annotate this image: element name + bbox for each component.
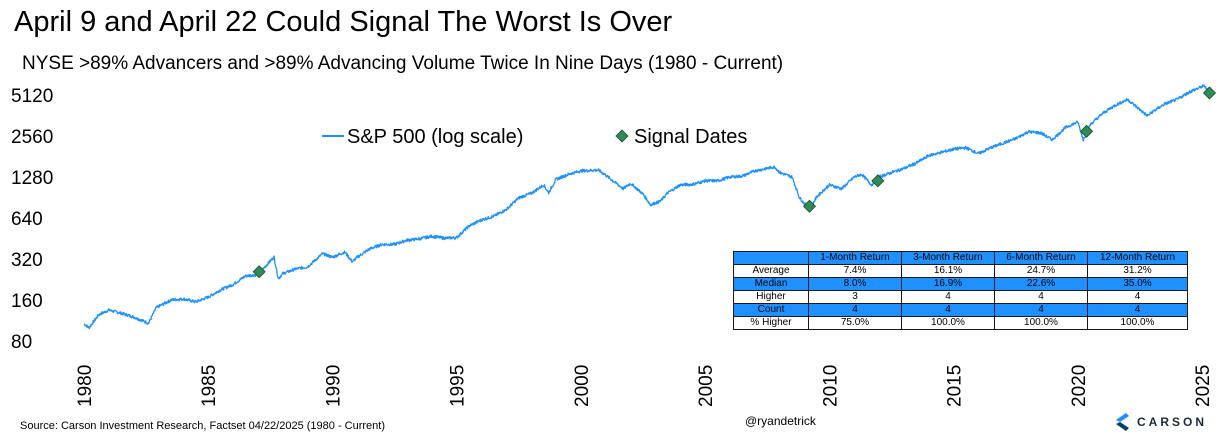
table-cell: Higher <box>733 290 809 304</box>
table-row: Median 8.0% 16.9% 22.6% 35.0% <box>733 277 1188 291</box>
table-cell: 100.0% <box>901 316 995 330</box>
table-cell: 4 <box>1087 290 1188 304</box>
signal-point <box>802 199 817 213</box>
table-cell: 4 <box>994 303 1088 317</box>
chart-subtitle: NYSE >89% Advancers and >89% Advancing V… <box>22 53 784 74</box>
y-tick-label: 1280 <box>11 168 53 189</box>
table-cell: 7.4% <box>808 264 902 278</box>
table-header-cell: 3-Month Return <box>901 251 995 265</box>
x-tick-label: 2025 <box>1193 365 1214 407</box>
sp500-line <box>83 84 1210 330</box>
x-tick-label: 1985 <box>199 365 220 407</box>
table-cell: 35.0% <box>1087 277 1188 291</box>
legend-label-sp500: S&P 500 (log scale) <box>347 126 523 148</box>
signal-point <box>871 174 885 188</box>
table-cell: 4 <box>901 303 995 317</box>
legend-marker-swatch <box>615 129 629 143</box>
returns-table: 1-Month Return 3-Month Return 6-Month Re… <box>733 251 1188 330</box>
table-header-cell: 1-Month Return <box>808 251 902 265</box>
y-tick-label: 5120 <box>11 86 53 107</box>
source-note: Source: Carson Investment Research, Fact… <box>20 420 386 432</box>
table-row: % Higher 75.0% 100.0% 100.0% 100.0% <box>733 316 1188 330</box>
table-cell: 22.6% <box>994 277 1088 291</box>
table-cell: 100.0% <box>994 316 1088 330</box>
signal-point <box>1079 124 1094 138</box>
table-row: Count 4 4 4 4 <box>733 303 1188 317</box>
table-header-cell: 6-Month Return <box>994 251 1088 265</box>
author-handle: @ryandetrick <box>745 414 816 428</box>
x-tick-label: 2005 <box>696 365 717 407</box>
table-header-cell <box>733 251 809 265</box>
y-tick-label: 2560 <box>11 127 53 148</box>
table-cell: 4 <box>808 303 902 317</box>
carson-logo: CARSON <box>1112 411 1207 433</box>
x-tick-label: 2010 <box>820 365 841 407</box>
x-tick-label: 1990 <box>323 365 344 407</box>
table-cell: Count <box>733 303 809 317</box>
table-cell: Median <box>733 277 809 291</box>
table-cell: % Higher <box>733 316 809 330</box>
x-tick-label: 1995 <box>448 365 469 407</box>
x-tick-label: 2020 <box>1069 365 1090 407</box>
table-cell: 16.1% <box>901 264 995 278</box>
x-tick-label: 1980 <box>75 365 96 407</box>
x-tick-label: 2000 <box>572 365 593 407</box>
table-cell: Average <box>733 264 809 278</box>
y-tick-label: 320 <box>11 250 43 271</box>
table-row: Higher 3 4 4 4 <box>733 290 1188 304</box>
table-cell: 3 <box>808 290 902 304</box>
table-header-cell: 12-Month Return <box>1087 251 1188 265</box>
table-cell: 31.2% <box>1087 264 1188 278</box>
y-tick-label: 640 <box>11 209 43 230</box>
x-tick-label: 2015 <box>945 365 966 407</box>
table-cell: 100.0% <box>1087 316 1188 330</box>
table-cell: 24.7% <box>994 264 1088 278</box>
table-cell: 4 <box>994 290 1088 304</box>
y-tick-label: 80 <box>11 332 32 353</box>
table-row: Average 7.4% 16.1% 24.7% 31.2% <box>733 264 1188 278</box>
table-cell: 4 <box>1087 303 1188 317</box>
signal-point <box>252 265 266 279</box>
table-cell: 75.0% <box>808 316 902 330</box>
signal-point <box>1202 86 1217 100</box>
carson-logo-icon <box>1116 413 1129 431</box>
table-cell: 16.9% <box>901 277 995 291</box>
chart-title: April 9 and April 22 Could Signal The Wo… <box>14 6 673 38</box>
table-cell: 4 <box>901 290 995 304</box>
table-cell: 8.0% <box>808 277 902 291</box>
carson-logo-text: CARSON <box>1137 415 1208 429</box>
table-header-row: 1-Month Return 3-Month Return 6-Month Re… <box>733 251 1188 265</box>
y-tick-label: 160 <box>11 291 43 312</box>
legend-label-signals: Signal Dates <box>634 126 747 148</box>
